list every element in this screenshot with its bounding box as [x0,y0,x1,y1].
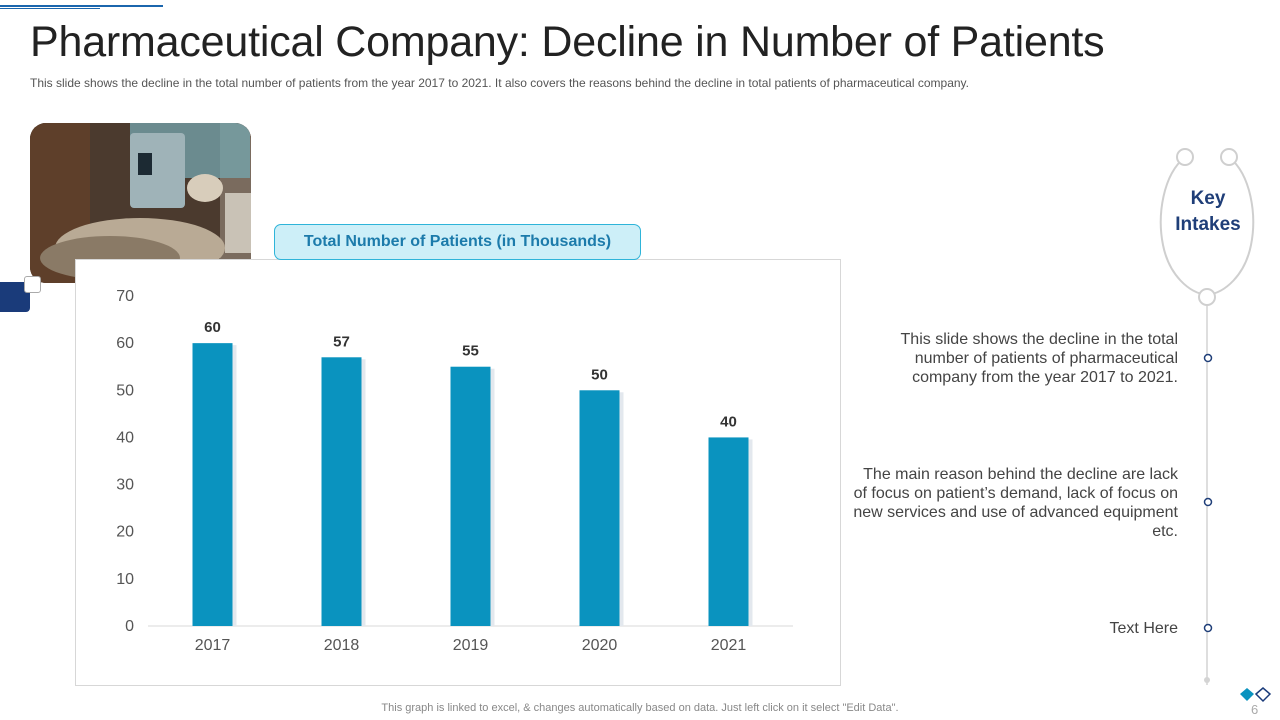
key-intake-point-1: This slide shows the decline in the tota… [900,331,1178,386]
y-tick-label: 70 [116,288,134,305]
timeline-dot-2 [1203,497,1213,507]
key-intakes-title: Key Intakes [1175,188,1241,235]
y-tick-label: 50 [116,382,134,399]
page-title: Pharmaceutical Company: Decline in Numbe… [30,18,1105,66]
bar-2020 [579,390,620,626]
page-number: 6 [1251,702,1259,717]
y-tick-label: 30 [116,477,134,494]
top-accent-line-thin [0,8,100,9]
decorative-corner-mark [24,276,41,293]
bar-2017 [192,343,233,626]
data-label: 40 [720,413,737,430]
hospital-patient-photo [30,123,251,283]
key-intake-point-3: Text Here [1109,620,1178,637]
x-tick-label: 2017 [195,637,231,654]
data-label: 55 [462,343,479,360]
y-tick-label: 10 [116,571,134,588]
x-tick-label: 2021 [711,637,747,654]
bar-2018 [321,357,362,626]
x-tick-label: 2019 [453,637,489,654]
page-subtitle: This slide shows the decline in the tota… [30,76,969,90]
timeline-dot-3 [1203,623,1213,633]
company-logo-icon [1240,687,1272,703]
bar-chart: 0 10 20 30 40 50 60 70 60 2017 57 2018 55 2019 50 2020 4… [116,288,793,654]
top-accent-line [0,5,163,7]
data-label: 50 [591,366,608,383]
key-intake-point-2: The main reason behind the decline are l… [853,466,1178,540]
chart-title: Total Number of Patients (in Thousands) [274,224,641,260]
x-tick-label: 2018 [324,637,360,654]
bar-2021 [708,437,749,626]
chart-footnote: This graph is linked to excel, & changes… [381,702,899,714]
y-tick-label: 20 [116,524,134,541]
x-tick-label: 2020 [582,637,618,654]
data-label: 57 [333,333,350,350]
y-tick-label: 40 [116,429,134,446]
timeline-dot-1 [1203,353,1213,363]
chart-frame: 0 10 20 30 40 50 60 70 60 2017 57 2018 55 2019 50 2020 4… [75,259,841,686]
data-label: 60 [204,319,221,336]
y-tick-label: 0 [125,618,134,635]
bar-2019 [450,366,491,626]
y-tick-label: 60 [116,335,134,352]
